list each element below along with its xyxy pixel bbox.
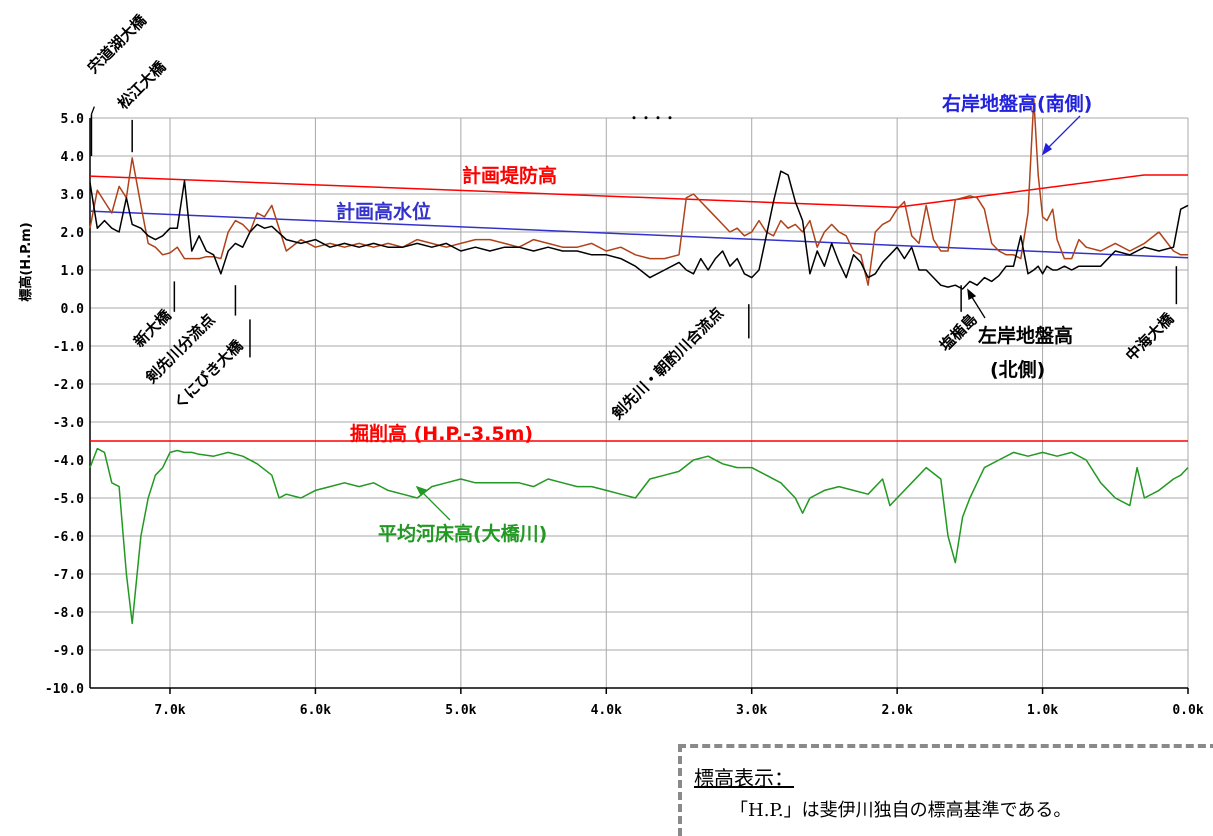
label-kensaki-confluence: 剣先川・朝酌川合流点: [607, 304, 727, 424]
y-tick-label: -6.0: [53, 530, 84, 545]
x-tick-label: 1.0k: [1027, 703, 1058, 718]
y-tick-label: -3.0: [53, 416, 84, 431]
note-title: 標高表示：: [694, 766, 794, 790]
y-tick-label: 3.0: [61, 188, 85, 203]
x-tick-label: 7.0k: [154, 703, 185, 718]
x-tick-label: 4.0k: [591, 703, 622, 718]
note-text: 「H.P.」は斐伊川独自の標高基準である。: [730, 800, 1072, 821]
y-tick-label: -7.0: [53, 568, 84, 583]
chart-series: [89, 98, 1189, 625]
y-tick-label: -1.0: [53, 340, 84, 355]
label-left-bank-side: (北側): [990, 359, 1045, 381]
pointer-arrows: [415, 115, 1081, 521]
marker-shinjiko-bracket: [90, 106, 95, 115]
x-tick-label: 0.0k: [1172, 703, 1203, 718]
label-right-bank: 右岸地盤高(南側): [941, 92, 1092, 115]
chart-grid: [90, 117, 1189, 689]
y-tick-label: -2.0: [53, 378, 84, 393]
y-tick-label: 4.0: [61, 150, 85, 165]
y-tick-label: 0.0: [61, 302, 85, 317]
x-tick-label: 5.0k: [445, 703, 476, 718]
y-tick-label: -4.0: [53, 454, 84, 469]
series-right-bank-line: [89, 98, 1188, 286]
note-box: [678, 744, 1213, 836]
y-axis-label: 標高(H.P.m): [18, 222, 34, 301]
chart-axes: 5.0 4.0 3.0 2.0 1.0 0.0 -1.0 -2.0 -3.0 -4.0 -5.0 -6…: [45, 112, 1204, 718]
label-nakaumi-bridge: 中海大橋: [1122, 309, 1178, 365]
label-left-bank: 左岸地盤高: [978, 324, 1073, 347]
label-shin-bridge: 新大橋: [130, 306, 175, 351]
y-tick-label: -5.0: [53, 492, 84, 507]
landmark-markers: [90, 106, 1178, 358]
label-levee-plan: 計画堤防高: [462, 164, 557, 187]
series-hwl-plan-line: [89, 210, 1189, 259]
label-hwl-plan: 計画高水位: [336, 200, 431, 223]
label-dots: ・・・・: [628, 111, 676, 125]
x-tick-label: 3.0k: [736, 703, 767, 718]
y-tick-label: 5.0: [61, 112, 85, 127]
label-riverbed: 平均河床高(大橋川): [378, 522, 547, 545]
y-tick-label: 2.0: [61, 226, 85, 241]
x-tick-label: 2.0k: [881, 703, 912, 718]
label-matsue-bridge: 松江大橋: [114, 57, 170, 113]
series-left-bank-line: [89, 170, 1189, 290]
series-levee-plan-line: [89, 174, 1188, 209]
x-tick-label: 6.0k: [300, 703, 331, 718]
y-tick-label: -10.0: [45, 682, 84, 697]
series-riverbed-line: [89, 447, 1189, 625]
label-shiodate: 塩楯島: [936, 310, 981, 355]
y-tick-label: 1.0: [61, 264, 85, 279]
y-tick-label: -9.0: [53, 644, 84, 659]
label-shinjiko-bridge: 宍道湖大橋: [84, 10, 150, 76]
label-excavation: 掘削高 (H.P.-3.5m): [350, 422, 533, 445]
y-tick-label: -8.0: [53, 606, 84, 621]
